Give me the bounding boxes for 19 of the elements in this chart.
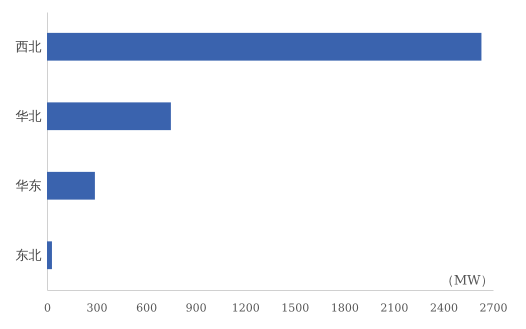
bar <box>47 241 52 270</box>
y-tick-label: 华东 <box>16 178 42 194</box>
y-tick-label: 西北 <box>16 40 42 55</box>
x-tick-label: 1200 <box>232 302 260 314</box>
x-tick-label: 2400 <box>430 302 458 314</box>
bar <box>47 172 95 200</box>
y-tick-label: 华北 <box>16 109 42 124</box>
bar <box>47 32 482 61</box>
x-tick-label: 900 <box>186 302 207 314</box>
x-tick-label: 600 <box>136 302 158 314</box>
x-tick-label: 0 <box>44 302 51 314</box>
x-tick-label: 300 <box>86 302 108 314</box>
x-tick-label: 2700 <box>480 302 508 314</box>
x-axis-title: （MW） <box>440 274 494 288</box>
x-tick-label: 1800 <box>330 302 359 314</box>
x-tick-label: 1500 <box>281 302 310 314</box>
x-tick-label: 2100 <box>380 302 408 314</box>
y-tick-label: 东北 <box>16 248 42 264</box>
bar <box>47 102 171 130</box>
